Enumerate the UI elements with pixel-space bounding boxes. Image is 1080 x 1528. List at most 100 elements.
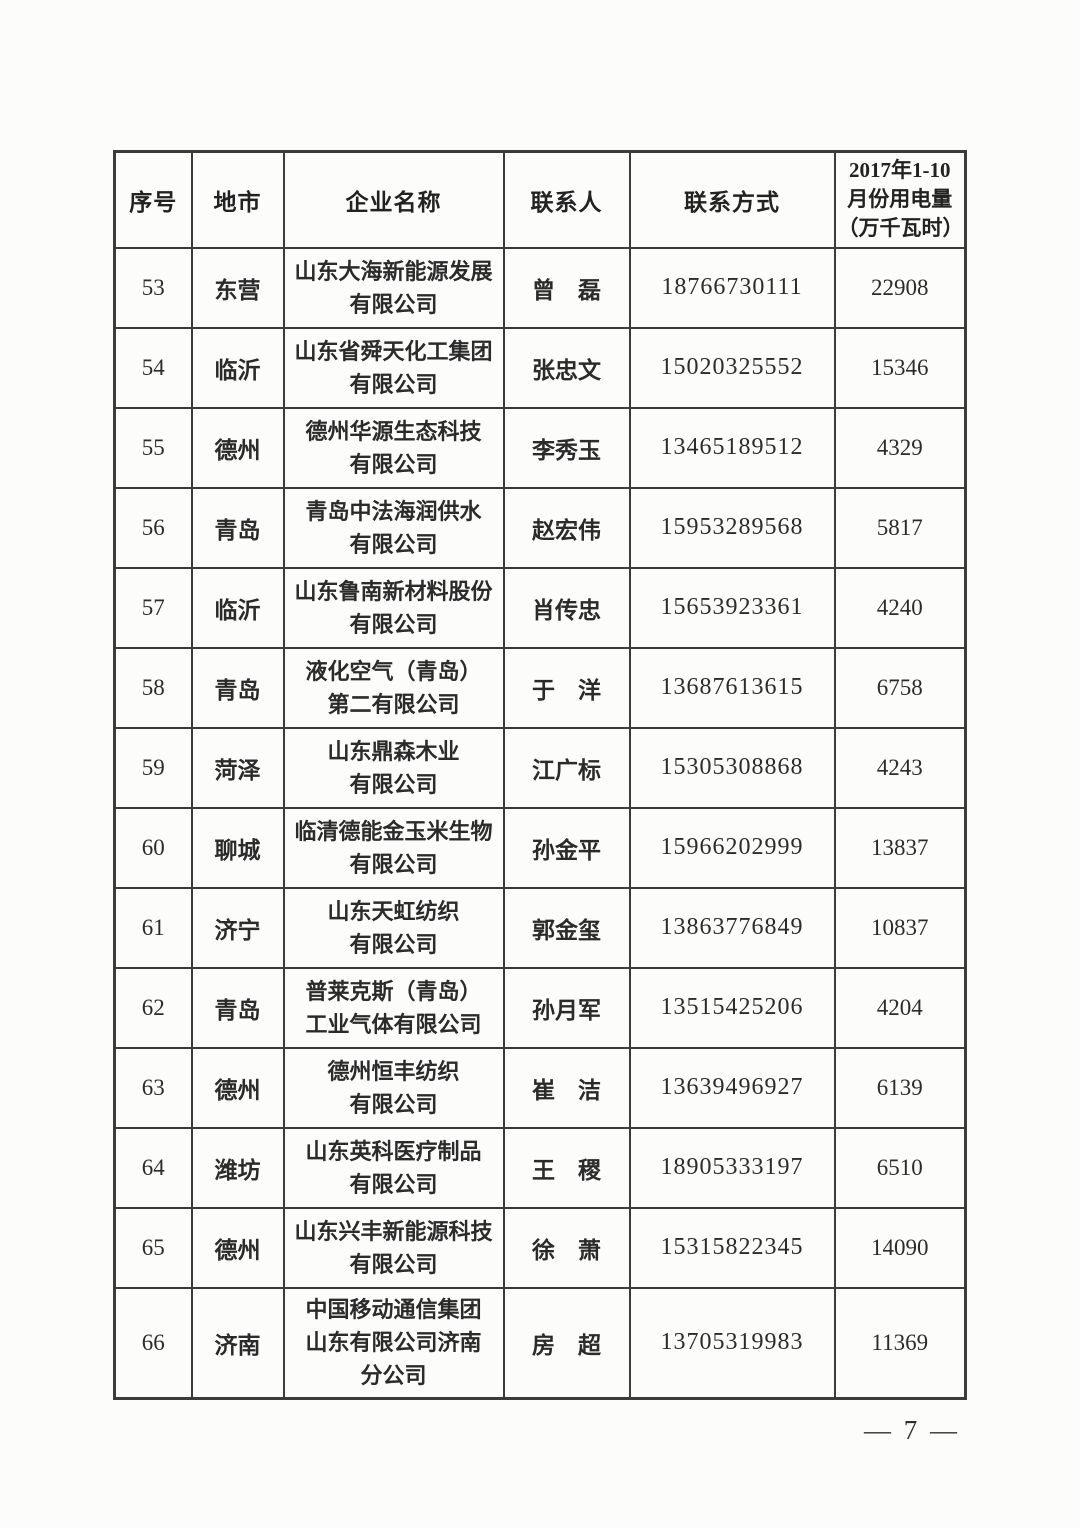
company-name-cell: 德州华源生态科技 有限公司 [282,406,505,489]
table-row: 53 东营 山东大海新能源发展 有限公司曾 磊 18766730111 22908 [113,246,967,329]
row-number-cell: 62 [113,966,193,1049]
header-row: 序号 地市 企业名称 联系人 联系方式 2017年1-10 月份用电量 （万千瓦… [113,150,967,249]
row-number-cell: 64 [113,1126,193,1209]
row-number-cell: 56 [113,486,193,569]
page-number: — 7 — [864,1415,960,1445]
contact-person-cell: 徐 萧 [502,1206,631,1289]
city-cell: 济宁 [190,886,285,969]
city-cell: 青岛 [190,966,285,1049]
phone-cell: 15966202999 [628,806,836,889]
city-cell: 临沂 [190,326,285,409]
usage-cell: 11369 [833,1286,967,1400]
usage-cell: 6510 [833,1126,967,1209]
company-name-cell: 山东大海新能源发展 有限公司 [282,246,505,329]
table-row: 63 德州 德州恒丰纺织 有限公司崔 洁 13639496927 6139 [113,1046,967,1129]
city-cell: 济南 [190,1286,285,1400]
table-body: 53 东营 山东大海新能源发展 有限公司曾 磊 18766730111 22908 54 临… [113,246,967,1400]
phone-cell: 13687613615 [628,646,836,729]
usage-cell: 10837 [833,886,967,969]
row-number-cell: 59 [113,726,193,809]
phone-cell: 13639496927 [628,1046,836,1129]
usage-cell: 4240 [833,566,967,649]
phone-cell: 15315822345 [628,1206,836,1289]
table-row: 57 临沂 山东鲁南新材料股份 有限公司 肖传忠 15653923361 4240 [113,566,967,649]
table-row: 59 菏泽 山东鼎森木业 有限公司 江广标 15305308868 4243 [113,726,967,809]
table-row: 55 德州 德州华源生态科技 有限公司 李秀玉 13465189512 4329 [113,406,967,489]
phone-cell: 13465189512 [628,406,836,489]
table-row: 65 德州 山东兴丰新能源科技 有限公司徐 萧 15315822345 14090 [113,1206,967,1289]
company-name-cell: 山东天虹纺织 有限公司 [282,886,505,969]
company-name-cell: 德州恒丰纺织 有限公司 [282,1046,505,1129]
row-number-cell: 66 [113,1286,193,1400]
row-number-cell: 57 [113,566,193,649]
header-contact-person: 联系人 [502,150,631,249]
usage-cell: 4204 [833,966,967,1049]
usage-cell: 15346 [833,326,967,409]
contact-person-cell: 曾 磊 [502,246,631,329]
table-row: 62 青岛 普莱克斯（青岛） 工业气体有限公司 孙月军 13515425206 4204 [113,966,967,1049]
header-contact-method: 联系方式 [628,150,836,249]
table-header: 序号 地市 企业名称 联系人 联系方式 2017年1-10 月份用电量 （万千瓦… [113,150,967,249]
usage-cell: 4329 [833,406,967,489]
contact-person-cell: 王 稷 [502,1126,631,1209]
header-electricity-usage: 2017年1-10 月份用电量 （万千瓦时） [833,150,967,249]
header-serial-number: 序号 [113,150,193,249]
usage-cell: 22908 [833,246,967,329]
usage-cell: 5817 [833,486,967,569]
contact-person-cell: 江广标 [502,726,631,809]
contact-person-cell: 郭金玺 [502,886,631,969]
company-name-cell: 中国移动通信集团 山东有限公司济南 分公司 [282,1286,505,1400]
usage-cell: 13837 [833,806,967,889]
contact-person-cell: 张忠文 [502,326,631,409]
row-number-cell: 55 [113,406,193,489]
city-cell: 青岛 [190,646,285,729]
phone-cell: 13863776849 [628,886,836,969]
phone-cell: 13515425206 [628,966,836,1049]
city-cell: 临沂 [190,566,285,649]
phone-cell: 18905333197 [628,1126,836,1209]
company-name-cell: 山东兴丰新能源科技 有限公司 [282,1206,505,1289]
row-number-cell: 65 [113,1206,193,1289]
row-number-cell: 53 [113,246,193,329]
table-row: 60 聊城 临清德能金玉米生物 有限公司 孙金平 15966202999 13837 [113,806,967,889]
company-name-cell: 山东鼎森木业 有限公司 [282,726,505,809]
phone-cell: 15305308868 [628,726,836,809]
usage-cell: 4243 [833,726,967,809]
company-name-cell: 青岛中法海润供水 有限公司 [282,486,505,569]
contact-person-cell: 于 洋 [502,646,631,729]
city-cell: 潍坊 [190,1126,285,1209]
phone-cell: 15653923361 [628,566,836,649]
company-name-cell: 山东省舜天化工集团 有限公司 [282,326,505,409]
table-row: 58 青岛 液化空气（青岛） 第二有限公司于 洋 13687613615 6758 [113,646,967,729]
usage-cell: 6139 [833,1046,967,1129]
table-row: 66 济南 中国移动通信集团 山东有限公司济南 分公司房 超 13705319983 1… [113,1286,967,1400]
contact-person-cell: 崔 洁 [502,1046,631,1129]
contact-person-cell: 孙月军 [502,966,631,1049]
phone-cell: 13705319983 [628,1286,836,1400]
contact-person-cell: 李秀玉 [502,406,631,489]
electricity-usage-table: 序号 地市 企业名称 联系人 联系方式 2017年1-10 月份用电量 （万千瓦… [113,150,967,1400]
usage-cell: 14090 [833,1206,967,1289]
contact-person-cell: 孙金平 [502,806,631,889]
city-cell: 菏泽 [190,726,285,809]
city-cell: 青岛 [190,486,285,569]
row-number-cell: 58 [113,646,193,729]
row-number-cell: 54 [113,326,193,409]
city-cell: 东营 [190,246,285,329]
company-name-cell: 普莱克斯（青岛） 工业气体有限公司 [282,966,505,1049]
table-row: 56 青岛 青岛中法海润供水 有限公司 赵宏伟 15953289568 5817 [113,486,967,569]
table-row: 54 临沂 山东省舜天化工集团 有限公司 张忠文 15020325552 15346 [113,326,967,409]
table-row: 64 潍坊 山东英科医疗制品 有限公司王 稷 18905333197 6510 [113,1126,967,1209]
company-name-cell: 液化空气（青岛） 第二有限公司 [282,646,505,729]
phone-cell: 18766730111 [628,246,836,329]
phone-cell: 15953289568 [628,486,836,569]
header-company-name: 企业名称 [282,150,505,249]
city-cell: 德州 [190,406,285,489]
city-cell: 德州 [190,1206,285,1289]
row-number-cell: 61 [113,886,193,969]
company-name-cell: 山东英科医疗制品 有限公司 [282,1126,505,1209]
city-cell: 聊城 [190,806,285,889]
company-name-cell: 临清德能金玉米生物 有限公司 [282,806,505,889]
usage-cell: 6758 [833,646,967,729]
